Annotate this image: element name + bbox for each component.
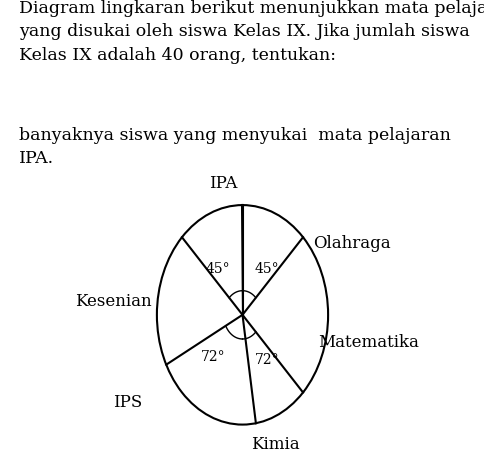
- Text: Kimia: Kimia: [251, 436, 299, 453]
- Text: 45°: 45°: [205, 263, 229, 276]
- Text: 72°: 72°: [200, 350, 225, 364]
- Text: Kesenian: Kesenian: [75, 293, 151, 310]
- Text: 45°: 45°: [255, 263, 279, 276]
- Text: IPS: IPS: [112, 394, 142, 411]
- Text: Matematika: Matematika: [318, 334, 418, 351]
- Text: Diagram lingkaran berikut menunjukkan mata pelajaran
yang disukai oleh siswa Kel: Diagram lingkaran berikut menunjukkan ma…: [19, 0, 484, 64]
- Text: IPA: IPA: [208, 175, 237, 192]
- Text: banyaknya siswa yang menyukai  mata pelajaran
IPA.: banyaknya siswa yang menyukai mata pelaj…: [19, 127, 450, 167]
- Text: 72°: 72°: [255, 353, 279, 367]
- Text: Olahraga: Olahraga: [313, 235, 390, 252]
